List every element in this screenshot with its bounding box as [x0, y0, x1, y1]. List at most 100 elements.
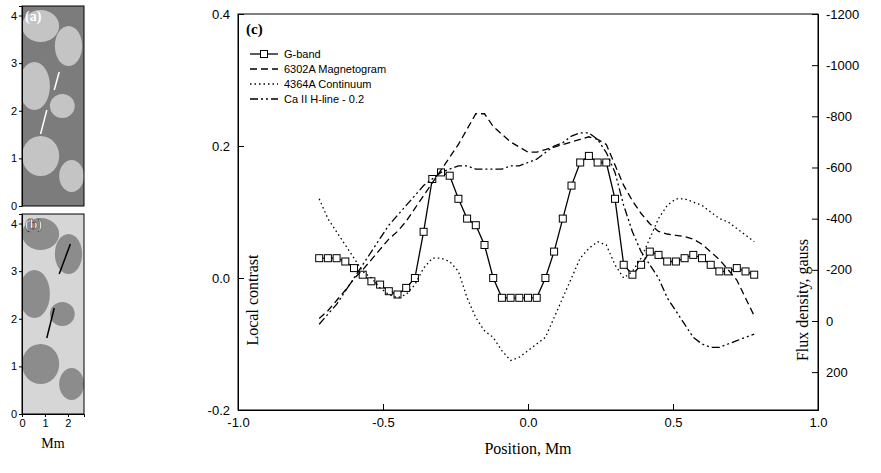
tick: -1200: [812, 7, 859, 22]
x-axis-line: [23, 415, 85, 418]
image-panel: 01234(a): [11, 6, 84, 212]
image-texture: [22, 10, 59, 42]
data-point: [385, 288, 392, 295]
image-frame: [22, 6, 84, 206]
image-texture: [59, 368, 84, 400]
data-point: [585, 152, 592, 159]
x-axis: -1.0-0.50.00.51.0: [227, 404, 827, 430]
tick: 0: [812, 314, 833, 329]
tick-label: 0.4: [212, 7, 230, 22]
data-point: [472, 222, 479, 229]
image-texture: [22, 270, 50, 318]
tick: -800: [812, 109, 852, 124]
x-axis-line: [239, 404, 819, 411]
plot-area: [316, 114, 758, 361]
tick-mark: [19, 111, 22, 112]
tick: 0: [11, 200, 22, 212]
tick-mark: [812, 116, 818, 117]
legend-label: 4364A Continuum: [284, 78, 371, 90]
data-point: [516, 294, 523, 301]
data-point: [351, 265, 358, 272]
data-point: [577, 159, 584, 166]
y2-axis-line: [812, 15, 819, 411]
series-line: [319, 199, 754, 361]
tick-label: 200: [826, 365, 848, 380]
tick-label: 0: [11, 408, 17, 420]
tick-mark: [812, 65, 818, 66]
data-point: [725, 268, 732, 275]
tick: -0.2: [208, 403, 244, 418]
tick-label: 1: [42, 417, 48, 429]
tick: 0.0: [519, 404, 537, 430]
tick: 2: [65, 414, 71, 429]
tick: -200: [812, 262, 852, 277]
tick-label: -800: [826, 109, 852, 124]
legend-label: G-band: [284, 48, 321, 60]
arrow: [47, 308, 54, 338]
x-axis-title: Mm: [41, 436, 64, 451]
data-point: [498, 294, 505, 301]
legend-marker: [261, 51, 268, 58]
data-point: [594, 159, 601, 166]
series-line: [319, 133, 754, 347]
y-axis-line: [239, 15, 245, 411]
image: [22, 214, 84, 414]
tick-label: -0.5: [372, 415, 394, 430]
image-panel: 01234012Mm(b): [11, 214, 85, 451]
image-frame: [22, 214, 84, 414]
tick: -400: [812, 211, 852, 226]
image-texture: [55, 26, 82, 66]
legend-item: G-band: [250, 48, 321, 60]
panel-label: (c): [246, 21, 263, 38]
tick-mark: [238, 14, 244, 15]
tick-mark: [19, 63, 22, 64]
tick-mark: [19, 16, 22, 17]
image-texture: [22, 218, 59, 250]
data-point: [690, 251, 697, 258]
tick-mark: [812, 167, 818, 168]
tick-label: 2: [11, 105, 17, 117]
marker-line: [41, 110, 47, 134]
tick-label: 1: [11, 152, 17, 164]
y-axis-line: [19, 7, 23, 207]
y2-axis: 2000-200-400-600-800-1000-1200: [812, 7, 859, 411]
tick-label: 0: [826, 314, 833, 329]
tick-label: -600: [826, 160, 852, 175]
tick-label: 4: [11, 218, 17, 230]
tick-mark: [812, 270, 818, 271]
tick-label: 0.2: [212, 139, 230, 154]
data-point: [420, 228, 427, 235]
image-texture: [22, 62, 50, 110]
tick-label: 0.0: [519, 415, 537, 430]
data-point: [751, 271, 758, 278]
tick-label: 4: [11, 10, 17, 22]
plot-frame: [238, 14, 818, 410]
tick-mark: [19, 224, 22, 225]
data-point: [612, 195, 619, 202]
tick-mark: [383, 404, 384, 410]
y-axis: 01234: [11, 7, 23, 213]
x-axis: 012: [19, 414, 84, 429]
tick: 0.4: [212, 7, 244, 22]
data-point: [603, 159, 610, 166]
series-line: [319, 114, 754, 319]
tick: 1: [42, 414, 48, 429]
tick-label: -400: [826, 211, 852, 226]
data-point: [411, 275, 418, 282]
legend: G-band6302A Magnetogram4364A ContinuumCa…: [250, 48, 386, 105]
tick-mark: [528, 404, 529, 410]
data-point: [646, 248, 653, 255]
tick-label: -1200: [826, 7, 859, 22]
chart-panel: -1.0-0.50.00.51.0-0.20.00.20.42000-200-4…: [208, 7, 860, 457]
data-point: [533, 294, 540, 301]
tick: 0.0: [212, 271, 244, 286]
tick: -600: [812, 160, 852, 175]
data-point: [481, 242, 488, 249]
panel-label: (b): [25, 217, 42, 233]
tick-label: 3: [11, 265, 17, 277]
image-texture: [50, 302, 75, 326]
series-line: [319, 156, 754, 298]
arrow: [59, 244, 70, 274]
y2-axis-title: Flux density, gauss: [794, 239, 812, 361]
image: [22, 6, 84, 206]
